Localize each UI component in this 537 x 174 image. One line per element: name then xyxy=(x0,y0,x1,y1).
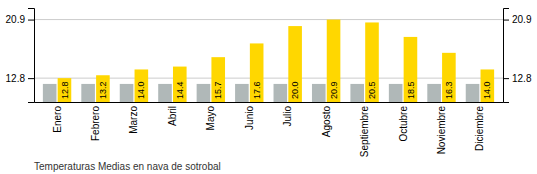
plot-area xyxy=(43,20,494,102)
tick-label: 20.9 xyxy=(512,14,532,25)
bar xyxy=(288,26,302,102)
data-label: 20.9 xyxy=(329,81,339,99)
axis-line xyxy=(35,102,504,103)
data-label: 20.0 xyxy=(290,81,300,99)
data-label: 14.0 xyxy=(136,81,146,99)
bar xyxy=(442,53,456,102)
data-label: 15.7 xyxy=(213,81,223,99)
bar-series xyxy=(58,20,494,102)
bar xyxy=(96,75,110,102)
tick-label: Octubre xyxy=(398,106,409,142)
tick-label: 12.8 xyxy=(512,73,532,84)
tick-label: Mayo xyxy=(205,106,216,131)
data-label: 14.0 xyxy=(482,81,492,99)
axis-line xyxy=(28,9,35,103)
bar xyxy=(427,84,441,102)
data-label: 16.3 xyxy=(444,81,454,99)
tick-mark xyxy=(28,20,34,21)
tick-label: Junio xyxy=(244,106,255,130)
bar xyxy=(312,84,326,102)
tick: 12.8 xyxy=(6,73,34,84)
grid-line xyxy=(34,19,503,20)
bar xyxy=(120,84,134,102)
bar xyxy=(250,43,264,102)
tick: Marzo xyxy=(128,106,139,134)
tick-label: Abril xyxy=(167,106,178,126)
tick: Mayo xyxy=(205,106,216,131)
tick-mark xyxy=(503,20,509,21)
bar xyxy=(135,69,149,102)
data-labels: 12.8 13.2 14.0 14.4 15.7 17.6 20.0 20.9 20.5 18.5… xyxy=(60,81,493,99)
tick-label: Febrero xyxy=(90,106,101,141)
bar xyxy=(173,67,187,102)
tick-label: Agosto xyxy=(321,106,332,138)
tick-label: Septiembre xyxy=(359,106,370,158)
bar xyxy=(197,84,211,102)
y2-axis: 12.8 20.9 xyxy=(503,9,532,103)
tick-label: 20.9 xyxy=(6,14,26,25)
tick-label: 12.8 xyxy=(6,73,26,84)
bar xyxy=(481,69,495,102)
tick-label: Marzo xyxy=(128,106,139,134)
bar xyxy=(211,57,225,102)
tick: Diciembre xyxy=(474,106,485,151)
data-label: 13.2 xyxy=(98,81,108,99)
bar xyxy=(389,84,403,102)
bar xyxy=(158,84,172,102)
bar xyxy=(365,22,379,102)
bar xyxy=(58,78,72,102)
tick: Junio xyxy=(244,106,255,130)
tick: 20.9 xyxy=(503,14,532,25)
tick: Febrero xyxy=(90,106,101,141)
bar xyxy=(404,37,418,102)
tick: Septiembre xyxy=(359,106,370,158)
tick: Agosto xyxy=(321,106,332,138)
data-label: 14.4 xyxy=(175,81,185,99)
data-label: 18.5 xyxy=(406,81,416,99)
tick: Octubre xyxy=(398,106,409,142)
chart-svg: 12.8 13.2 14.0 14.4 15.7 17.6 20.0 20.9 20.5 18.5… xyxy=(0,0,537,174)
data-label: 12.8 xyxy=(60,81,70,99)
data-label: 17.6 xyxy=(252,81,262,99)
data-label: 20.5 xyxy=(367,81,377,99)
x-axis: Enero Febrero Marzo Abril Mayo Junio Julio Agos… xyxy=(35,103,504,158)
y-axis: 12.8 20.9 xyxy=(6,9,35,103)
bar xyxy=(81,84,95,102)
tick-label: Julio xyxy=(282,106,293,127)
bar xyxy=(350,84,364,102)
bar xyxy=(43,84,57,102)
axis-line xyxy=(504,9,510,103)
tick: Julio xyxy=(282,106,293,127)
tick: Abril xyxy=(167,106,178,126)
tick: Noviembre xyxy=(436,106,447,155)
tick: 20.9 xyxy=(6,14,34,25)
tick-label: Enero xyxy=(52,106,63,133)
tick-label: Diciembre xyxy=(474,106,485,151)
tick: 12.8 xyxy=(503,73,532,84)
bar xyxy=(235,84,249,102)
bar xyxy=(466,84,480,102)
tick-label: Noviembre xyxy=(436,106,447,155)
title: Temperaturas Medias en nava de sotrobal xyxy=(34,161,221,172)
tick: Enero xyxy=(52,106,63,133)
bar xyxy=(327,20,341,102)
grid xyxy=(34,20,503,79)
tick-mark xyxy=(503,78,509,79)
tick-mark xyxy=(28,78,34,79)
bar xyxy=(274,84,288,102)
